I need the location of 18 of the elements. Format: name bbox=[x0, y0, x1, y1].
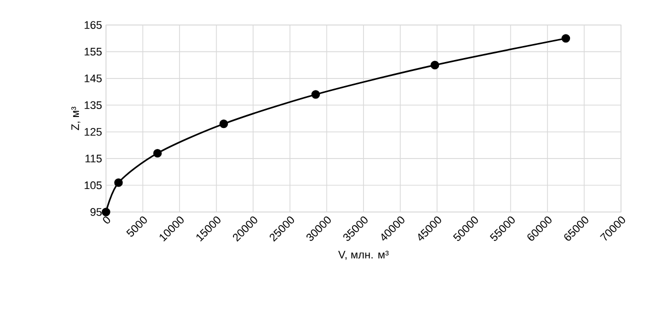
point bbox=[102, 208, 110, 216]
x-axis-title: V, млн. м³ bbox=[338, 250, 389, 260]
y-tick-label: 95 bbox=[90, 208, 102, 216]
point bbox=[219, 120, 228, 128]
y-tick-label: 115 bbox=[86, 154, 102, 162]
point bbox=[114, 178, 123, 187]
point bbox=[311, 90, 320, 99]
y-tick-label: 165 bbox=[84, 21, 102, 29]
y-tick-label: 135 bbox=[84, 101, 102, 110]
x-tick-label: 0 bbox=[103, 216, 110, 224]
point bbox=[153, 148, 162, 158]
y-tick-label: 145 bbox=[84, 74, 102, 82]
point bbox=[430, 60, 440, 70]
y-axis-title: Z, м³ bbox=[71, 106, 80, 130]
y-tick-label: 155 bbox=[84, 48, 102, 56]
y-tick-label: 105 bbox=[84, 181, 102, 190]
point bbox=[562, 34, 570, 43]
y-tick-label: 125 bbox=[84, 128, 102, 136]
